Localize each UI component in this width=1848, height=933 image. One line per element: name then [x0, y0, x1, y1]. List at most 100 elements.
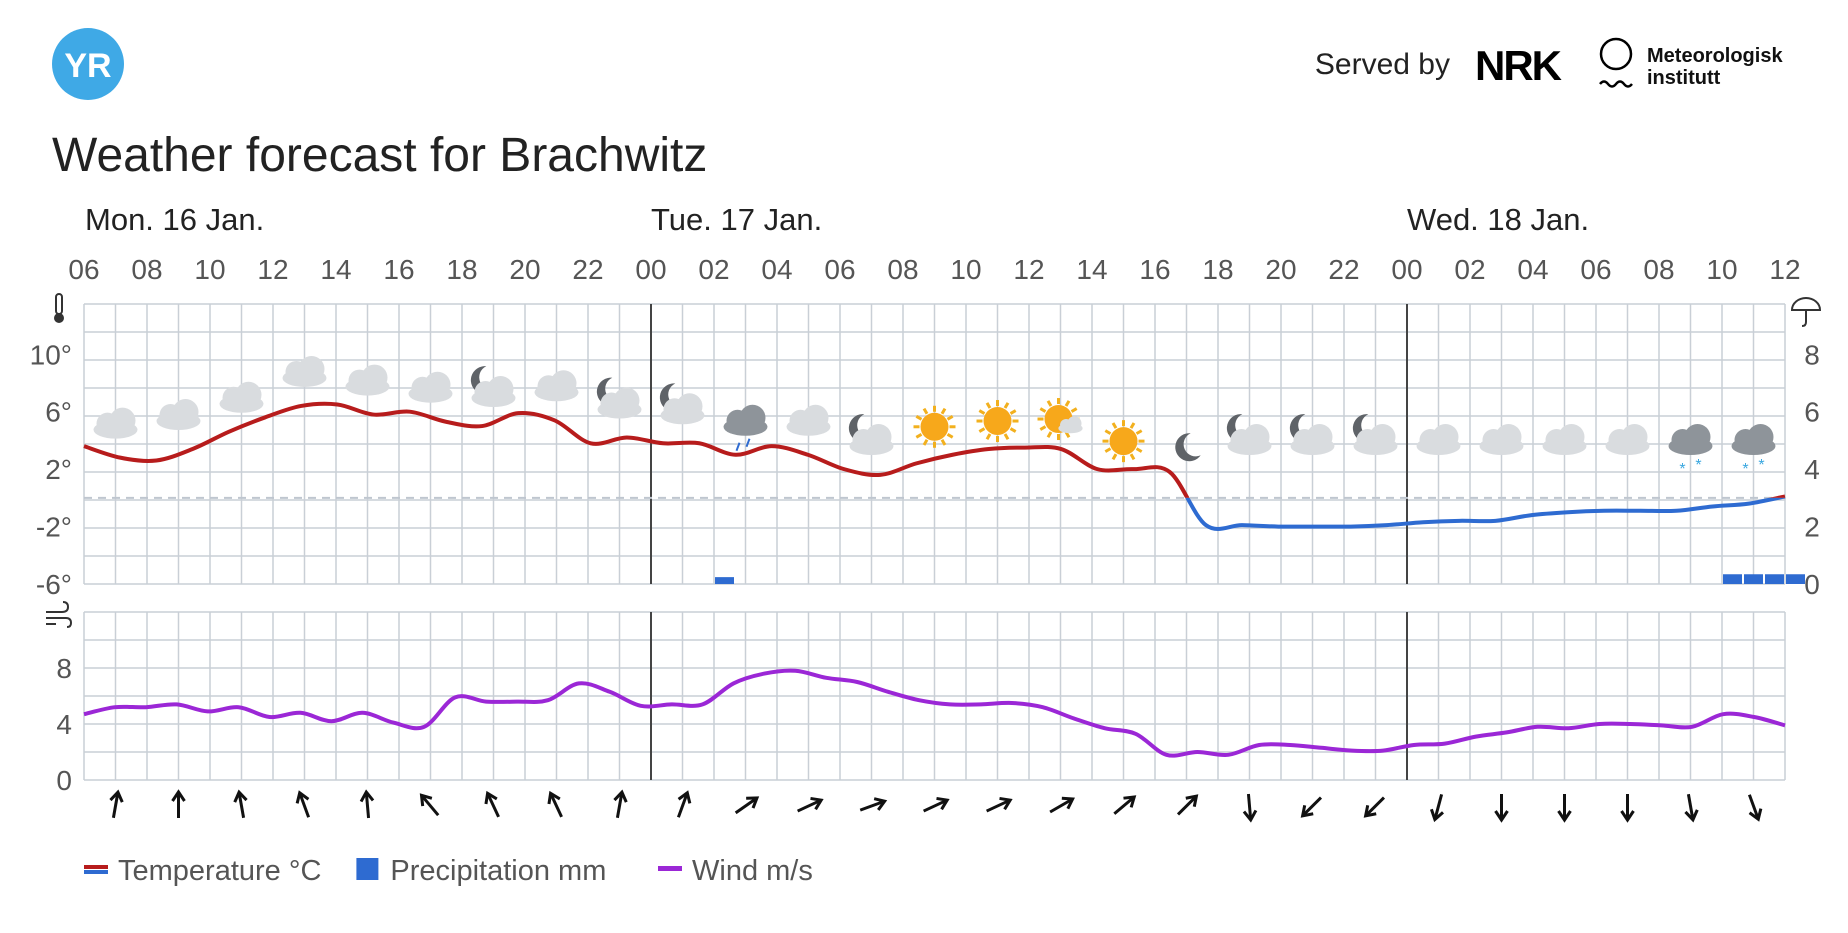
arrow-shaft — [1049, 798, 1072, 814]
moon-shape — [1175, 433, 1201, 462]
wind-arrow-icon — [1176, 794, 1199, 816]
wave-icon — [1599, 80, 1633, 88]
sun-ray — [1070, 407, 1078, 413]
cloud-puff — [1747, 424, 1774, 450]
sun-ray — [1111, 422, 1118, 429]
cloudy-icon — [219, 381, 264, 413]
cloudy-icon — [1605, 424, 1650, 455]
precipitation-tick-label: 8 — [1804, 339, 1820, 370]
arrow-shaft — [922, 799, 947, 813]
light-snow-icon: * * — [1668, 424, 1713, 478]
wind-arrow-icon — [419, 793, 440, 817]
wind-arrow-icon — [1242, 793, 1258, 823]
arrow-head — [999, 796, 1013, 811]
arrow-shaft — [550, 794, 563, 818]
sun-ray — [1129, 453, 1136, 461]
wind-tick-label: 4 — [56, 709, 72, 740]
wind-series — [83, 668, 1786, 758]
partly-cloudy-night-icon — [848, 414, 894, 455]
arrow-head — [1429, 808, 1444, 823]
hour-label: 06 — [68, 254, 99, 285]
arrow-head — [1748, 808, 1763, 822]
yr-logo-text: YR — [64, 47, 111, 85]
cloud-puff — [487, 376, 514, 403]
fair-day-icon — [1037, 398, 1083, 441]
cloudy-icon — [1416, 424, 1461, 455]
hour-label: 16 — [1139, 254, 1170, 285]
hour-label: 20 — [1265, 254, 1296, 285]
sun-ray — [1046, 400, 1053, 407]
cloud-puff — [1067, 416, 1082, 431]
cloudy-icon — [408, 371, 453, 403]
sun-ray — [1111, 453, 1118, 461]
temperature-series — [83, 401, 1786, 531]
temperature-line-warm — [83, 401, 1786, 498]
cloudy-icon — [282, 355, 327, 387]
arrow-shaft — [487, 794, 500, 818]
wind-arrow-icon — [859, 797, 888, 812]
hour-labels: 06 08 10 12 14 16 18 20 22 00 02 04 06 08 10 12 14 16 18 20… — [68, 254, 1800, 285]
hour-label: 06 — [824, 254, 855, 285]
hour-label: 02 — [1454, 254, 1485, 285]
hour-label: 00 — [635, 254, 666, 285]
arrow-head — [171, 789, 186, 802]
temperature-line-cold — [1185, 497, 1786, 531]
cloudy-icon — [93, 407, 138, 439]
legend-label: Wind m/s — [692, 855, 813, 887]
arrow-shaft — [237, 793, 246, 819]
served-by-label: Served by — [1315, 48, 1450, 81]
arrow-head — [810, 796, 824, 811]
arrow-shaft — [615, 793, 624, 819]
cloudy-icon — [534, 370, 579, 402]
arrow-head — [109, 789, 124, 803]
hour-label: 00 — [1391, 254, 1422, 285]
wind-arrow-icon — [676, 790, 692, 818]
clear-day-icon — [913, 405, 956, 448]
precipitation-bar — [1723, 574, 1742, 584]
day-label: Tue. 17 Jan. — [651, 202, 822, 237]
arrow-head — [233, 789, 248, 803]
wind-arrow-icon — [796, 796, 824, 813]
arrow-shaft — [1747, 794, 1760, 818]
umbrella-canopy — [1790, 297, 1822, 311]
arrow-head — [873, 797, 888, 811]
precipitation-bar — [715, 577, 734, 584]
sun-ray — [1129, 422, 1136, 429]
arrow-shaft — [796, 799, 821, 813]
clear-day-icon — [976, 400, 1019, 443]
legend-item-wind: Wind m/s — [658, 855, 813, 887]
cloudy-icon — [156, 399, 201, 431]
sun-ray — [1039, 425, 1047, 431]
arrow-head — [295, 790, 310, 804]
wind-arrow-icon — [1557, 794, 1572, 823]
snow-flake: * — [1742, 461, 1748, 478]
cloud-puff — [676, 393, 703, 420]
partly-cloudy-night-icon — [1352, 414, 1398, 455]
arrow-head — [1494, 810, 1509, 823]
arrow-shaft — [1365, 796, 1386, 816]
day-label: Wed. 18 Jan. — [1407, 202, 1589, 237]
cloud-puff — [424, 371, 451, 398]
arrow-head — [359, 789, 375, 803]
clear-night-icon — [1175, 433, 1201, 462]
cloudy-icon — [1479, 424, 1524, 455]
hour-label: 08 — [887, 254, 918, 285]
sun-ray — [1104, 447, 1112, 453]
sun-ray — [946, 414, 954, 421]
day-labels: Mon. 16 Jan. Tue. 17 Jan. Wed. 18 Jan. — [85, 202, 1589, 237]
wind-arrow-icon — [109, 789, 124, 819]
sun-ray — [946, 432, 954, 439]
sun-disc — [1109, 427, 1138, 456]
clear-day-icon — [1102, 420, 1145, 463]
nrk-logo[interactable]: NRK — [1475, 42, 1564, 89]
arrow-head — [1684, 809, 1699, 823]
arrow-shaft — [421, 795, 440, 817]
cloud-puff — [298, 355, 325, 382]
arrow-shaft — [1113, 797, 1134, 815]
met-logo[interactable]: Meteorologisk institutt — [1599, 37, 1783, 89]
precipitation-tick-label: 6 — [1804, 397, 1820, 428]
hour-label: 12 — [1769, 254, 1800, 285]
wind-direction-arrows — [109, 789, 1763, 823]
yr-logo[interactable]: YR — [52, 28, 124, 100]
